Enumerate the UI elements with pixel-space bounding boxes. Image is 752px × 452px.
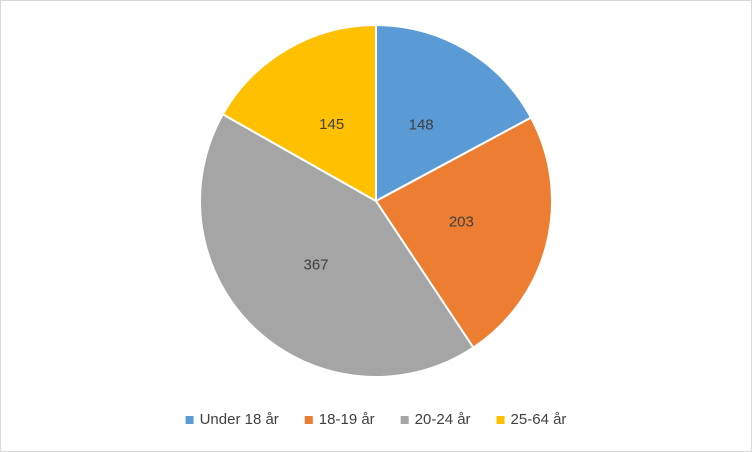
data-labels: 148 203 367 145 (304, 116, 474, 273)
legend-label: 25-64 år (511, 411, 567, 428)
legend: Under 18 år 18-19 år 20-24 år 25-64 år (185, 411, 567, 428)
legend-label: 18-19 år (319, 411, 375, 428)
legend-label: Under 18 år (200, 411, 279, 428)
legend-swatch (304, 416, 313, 424)
data-label: 367 (304, 256, 329, 273)
data-label: 145 (319, 116, 344, 133)
pie-slice (221, 23, 377, 203)
legend-swatch (496, 416, 505, 424)
pie-slice (375, 23, 533, 203)
legend-swatch (185, 416, 194, 424)
data-label: 148 (409, 116, 434, 133)
pie (199, 23, 553, 378)
legend-swatch (400, 416, 409, 424)
pie-slice (374, 116, 553, 350)
data-label: 203 (449, 213, 474, 230)
legend-label: 20-24 år (415, 411, 471, 428)
pie-slice (199, 112, 475, 378)
